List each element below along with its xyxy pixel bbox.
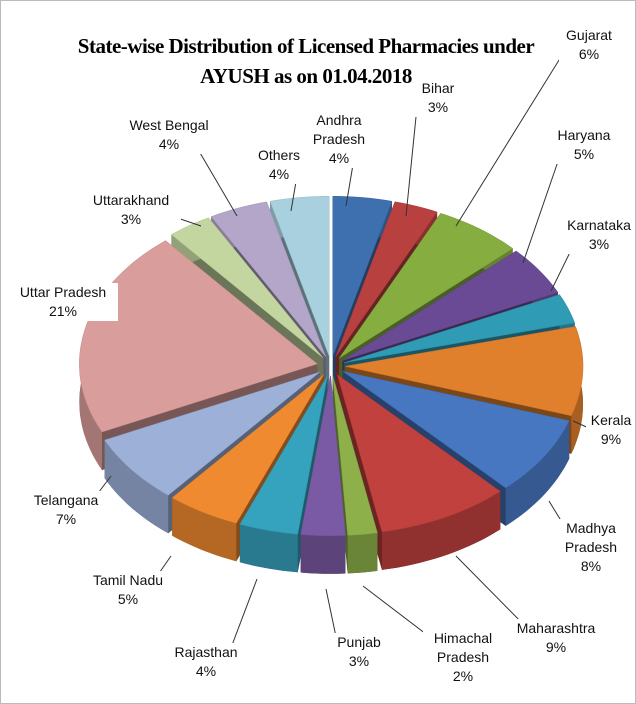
slice [344,294,576,363]
slice-value: 9% [545,639,567,655]
slice-label: Gujarat 6% [559,26,619,64]
slice-value: 2% [452,668,474,684]
slice-name: Uttar Pradesh [19,284,107,300]
slice [104,371,321,496]
slice [338,213,514,359]
slice-label: Punjab 3% [329,633,389,671]
slice [332,375,378,536]
slice-label: Andhra Pradesh 4% [304,111,374,168]
slice-label: Bihar 3% [413,79,463,117]
slice-label: Maharashtra 9% [511,619,601,657]
slice-value: 3% [427,99,449,115]
slice-side [300,534,346,574]
slice-value: 8% [580,558,602,574]
slice-value: 9% [600,431,622,447]
slice-name: Madhya Pradesh [564,520,618,555]
slice-group [239,375,328,573]
slice-side [239,524,298,573]
slice-name: Telangana [33,492,99,508]
slice-value: 4% [158,136,180,152]
slice-label: Kerala 9% [586,411,635,449]
slice-name: West Bengal [129,117,209,133]
slice-side [172,497,237,562]
slice-name: Others [257,147,300,163]
slice-label: Himachal Pradesh 2% [423,629,503,686]
slice-side [104,440,169,534]
slice-value: 5% [117,591,139,607]
slice-label: West Bengal 4% [119,116,219,154]
slice-label: Tamil Nadu 5% [83,571,173,609]
slice-name: Uttarakhand [92,192,170,208]
slice [332,196,393,357]
slice-label: Karnataka 3% [559,216,635,254]
slice-group [300,375,346,574]
slice-value: 6% [578,46,600,62]
slice-name: Bihar [421,80,455,96]
slice-label: Haryana 5% [549,126,619,164]
chart-title: State-wise Distribution of Licensed Phar… [77,34,535,88]
slice-side [382,491,501,570]
slice-side [347,532,378,574]
slice-value: 7% [55,511,77,527]
slice-value: 3% [588,236,610,252]
slice-name: Haryana [557,127,611,143]
slice [79,240,318,433]
slice-label: Madhya Pradesh 8% [556,519,626,576]
slice-name: Punjab [337,634,381,650]
slice-label: Rajasthan 4% [161,643,251,681]
slice [336,374,501,533]
slice-label: Uttarakhand 3% [81,191,181,229]
slice [335,201,438,357]
slice-value: 21% [48,303,78,319]
slice [210,201,327,358]
slice [269,196,330,357]
slice [344,326,584,417]
slice-value: 3% [120,211,142,227]
slice-name: Andhra Pradesh [312,112,366,147]
leader-line [455,43,570,227]
slice-name: Himachal Pradesh [433,630,493,665]
slice [239,375,328,535]
slice-name: Tamil Nadu [92,572,164,588]
slice-value: 4% [268,166,290,182]
slice-name: Karnataka [567,217,631,233]
slice-label: Uttar Pradesh 21% [8,283,118,321]
slice-name: Kerala [590,412,632,428]
slice-value: 3% [348,653,370,669]
slice-side [505,420,570,526]
slice [342,371,570,489]
slice [342,250,559,361]
slice [171,374,325,524]
slice-value: 4% [195,663,217,679]
slice-label: Others 4% [249,146,309,184]
slice-name: Rajasthan [174,644,238,660]
slice-name: Gujarat [566,27,612,43]
slice-value: 5% [573,146,595,162]
slice [300,375,346,537]
slice-value: 4% [328,150,350,166]
slice-name: Maharashtra [516,620,596,636]
slice [170,217,324,359]
slice-label: Telangana 7% [21,491,111,529]
